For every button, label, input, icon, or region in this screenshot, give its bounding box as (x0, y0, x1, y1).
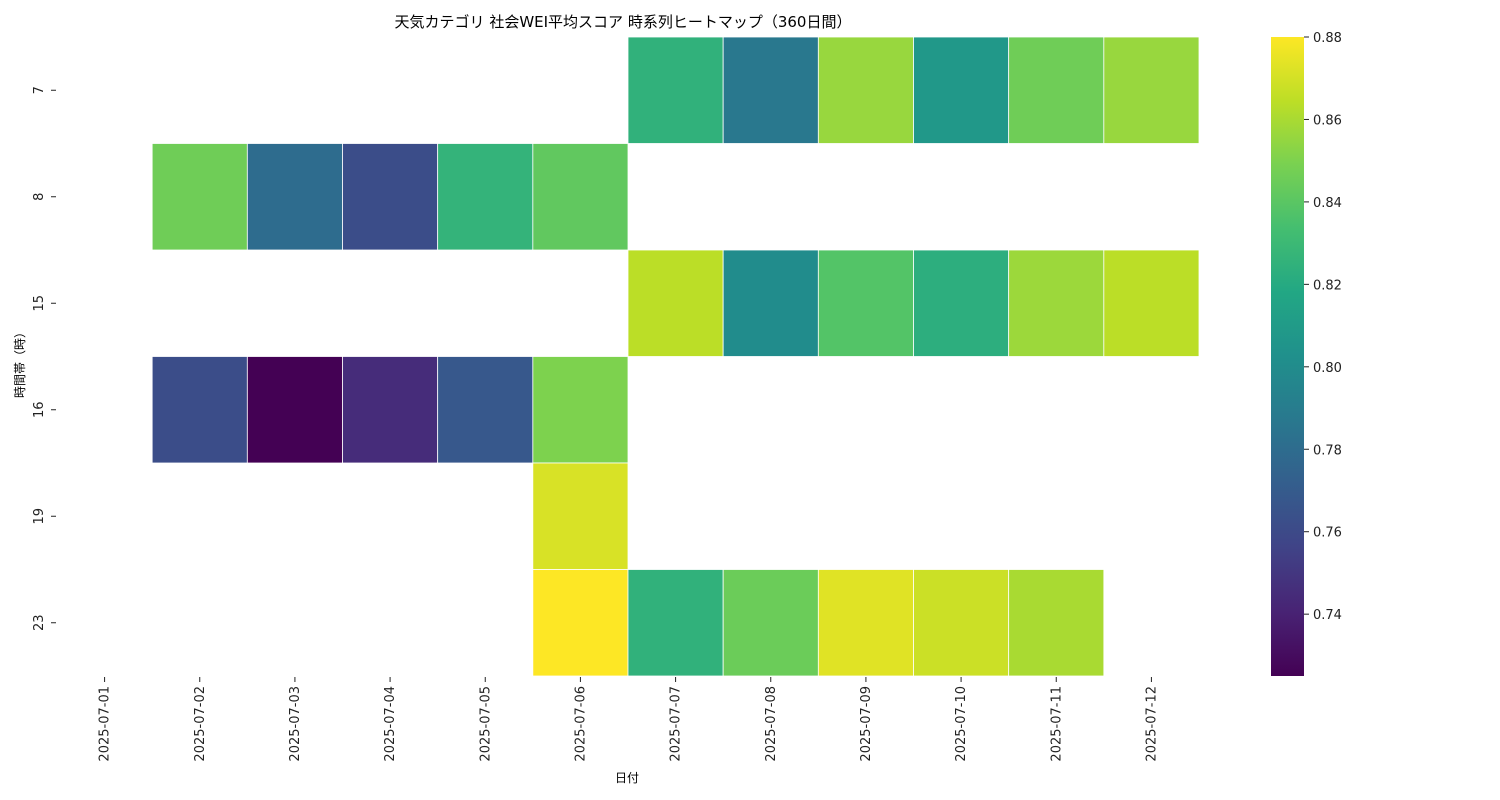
x-axis-label: 日付 (615, 771, 639, 785)
colorbar-tick-label: 0.80 (1313, 361, 1342, 376)
heatmap-cell (532, 462, 629, 570)
colorbar-tick-label: 0.84 (1313, 196, 1342, 211)
heatmap-cell (437, 356, 534, 464)
heatmap-cell (627, 249, 724, 357)
heatmap-cell (817, 36, 914, 144)
heatmap-cell (817, 569, 914, 677)
x-tick-label: 2025-07-02 (193, 686, 208, 762)
x-tick-label: 2025-07-09 (859, 686, 874, 762)
heatmap-cell (817, 249, 914, 357)
heatmap-cell (532, 356, 629, 464)
x-tick-label: 2025-07-03 (288, 686, 303, 762)
y-tick-label: 15 (32, 295, 47, 312)
heatmap-cell (532, 143, 629, 251)
heatmap-cell (246, 143, 343, 251)
heatmap-cell (437, 143, 534, 251)
x-tick-label: 2025-07-01 (98, 686, 113, 762)
x-tick-label: 2025-07-10 (954, 686, 969, 762)
heatmap-cell (1008, 569, 1105, 677)
heatmap-cell (246, 356, 343, 464)
colorbar-tick-label: 0.88 (1313, 31, 1342, 46)
colorbar-tick-label: 0.78 (1313, 443, 1342, 458)
colorbar-tick-label: 0.82 (1313, 278, 1342, 293)
heatmap-cell (1008, 36, 1105, 144)
x-tick-label: 2025-07-04 (383, 686, 398, 762)
heatmap-cell (532, 569, 629, 677)
heatmap-cell (1103, 249, 1200, 357)
heatmap-cell (722, 36, 819, 144)
heatmap-cell (342, 356, 439, 464)
x-tick-label: 2025-07-07 (669, 686, 684, 762)
y-axis-label: 時間帯（時） (13, 326, 27, 398)
x-tick-label: 2025-07-05 (478, 686, 493, 762)
colorbar (1271, 37, 1304, 676)
y-tick-label: 8 (32, 193, 47, 201)
y-axis-ticks: 7 8 15 16 19 23 (32, 86, 56, 631)
heatmap-cell (627, 569, 724, 677)
y-tick-label: 16 (32, 401, 47, 418)
heatmap-cell (151, 356, 248, 464)
y-tick-label: 23 (32, 614, 47, 631)
colorbar-ticks: 0.74 0.76 0.78 0.80 0.82 0.84 0.86 0.88 (1304, 31, 1342, 623)
heatmap-cell (913, 249, 1010, 357)
x-tick-label: 2025-07-08 (764, 686, 779, 762)
y-tick-label: 19 (32, 508, 47, 525)
heatmap-cell (1103, 36, 1200, 144)
x-tick-label: 2025-07-12 (1144, 686, 1159, 762)
y-tick-label: 7 (32, 86, 47, 94)
heatmap-cell (722, 569, 819, 677)
heatmap-cell (151, 143, 248, 251)
colorbar-tick-label: 0.74 (1313, 608, 1342, 623)
heatmap-cell (627, 36, 724, 144)
heatmap-cell (1008, 249, 1105, 357)
heatmap-cell (913, 36, 1010, 144)
chart-title: 天気カテゴリ 社会WEI平均スコア 時系列ヒートマップ（360日間） (395, 13, 852, 31)
x-tick-label: 2025-07-06 (573, 686, 588, 762)
x-tick-label: 2025-07-11 (1049, 686, 1064, 762)
heatmap-cell (913, 569, 1010, 677)
heatmap-cell (722, 249, 819, 357)
colorbar-tick-label: 0.86 (1313, 113, 1342, 128)
colorbar-tick-label: 0.76 (1313, 526, 1342, 541)
heatmap-cells (151, 36, 1200, 677)
heatmap-cell (342, 143, 439, 251)
x-axis-ticks: 2025-07-01 2025-07-02 2025-07-03 2025-07-04… (98, 677, 1159, 762)
